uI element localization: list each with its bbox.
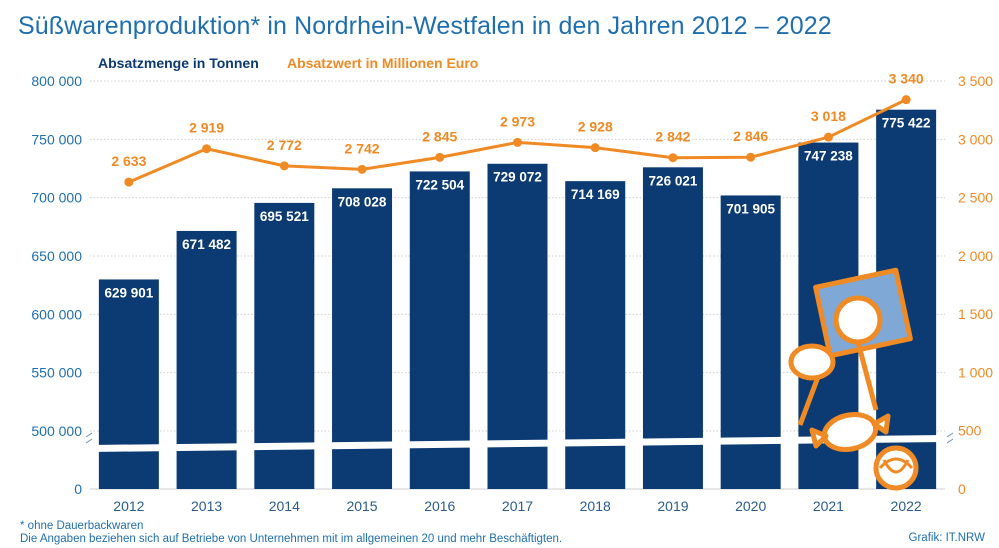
line-value-label: 2 742 bbox=[345, 140, 380, 156]
bar-value-label: 701 905 bbox=[726, 201, 775, 216]
line-value-label: 2 846 bbox=[733, 128, 768, 144]
bar-value-label: 629 901 bbox=[104, 285, 153, 300]
bar-value-label: 747 238 bbox=[804, 149, 853, 164]
line-point bbox=[590, 143, 600, 153]
bar-value-label: 671 482 bbox=[182, 237, 231, 252]
chart-title: Süßwarenproduktion* in Nordrhein-Westfal… bbox=[18, 12, 832, 40]
x-tick-label: 2019 bbox=[657, 498, 688, 514]
y-right-tick-label: 3 000 bbox=[958, 131, 993, 147]
x-tick-label: 2016 bbox=[424, 498, 455, 514]
line-series: 2 633 2 919 2 772 2 742 2 845 2 973 2 928 2 842… bbox=[111, 71, 924, 187]
wrapped-candy-ends bbox=[809, 413, 891, 449]
y-left-tick-label: 600 000 bbox=[31, 306, 82, 322]
bar bbox=[642, 167, 703, 489]
line-value-label: 3 018 bbox=[811, 108, 846, 124]
bar bbox=[98, 279, 159, 489]
bar bbox=[254, 202, 315, 490]
bar-value-label: 775 422 bbox=[882, 116, 931, 131]
swirl-candy bbox=[873, 445, 919, 491]
y-right-tick-label: 1 500 bbox=[958, 306, 993, 322]
footnote-scope: Die Angaben beziehen sich auf Betriebe v… bbox=[20, 533, 563, 545]
line-point bbox=[435, 152, 445, 162]
lollipop-stick bbox=[855, 341, 879, 411]
y-left-tick-label: 550 000 bbox=[31, 365, 82, 381]
y-right-tick-label: 1 000 bbox=[958, 364, 993, 380]
line-value-label: 2 973 bbox=[500, 113, 535, 129]
bar bbox=[720, 195, 781, 490]
x-tick-label: 2018 bbox=[580, 498, 611, 514]
legend-bars: Absatzmenge in Tonnen bbox=[98, 55, 259, 71]
line-point bbox=[124, 177, 134, 187]
line-point bbox=[202, 144, 212, 154]
x-tick-label: 2012 bbox=[113, 498, 144, 514]
lollipop-head bbox=[833, 295, 883, 345]
line-value-label: 2 928 bbox=[578, 119, 613, 135]
y-right-tick-label: 2 000 bbox=[958, 248, 993, 264]
line-value-label: 2 919 bbox=[189, 120, 224, 136]
bar-value-label: 729 072 bbox=[493, 170, 542, 185]
y-right-tick-label: 3 500 bbox=[958, 73, 993, 89]
line-value-label: 2 842 bbox=[655, 129, 690, 145]
round-lollipop-stick bbox=[797, 376, 821, 426]
candy-illustration bbox=[788, 267, 919, 491]
swirl-pattern bbox=[878, 457, 914, 474]
y-right-tick-label: 500 bbox=[958, 423, 982, 439]
graphic-credit: Grafik: IT.NRW bbox=[908, 532, 985, 544]
legend-line: Absatzwert in Millionen Euro bbox=[287, 55, 479, 71]
y-left-tick-label: 700 000 bbox=[31, 190, 82, 206]
line-point bbox=[901, 95, 911, 105]
line-point bbox=[668, 153, 678, 163]
x-tick-label: 2017 bbox=[502, 498, 533, 514]
bar-value-label: 722 504 bbox=[415, 177, 464, 192]
bar-value-label: 708 028 bbox=[338, 194, 387, 209]
y-right-tick-label: 0 bbox=[958, 481, 966, 497]
bar bbox=[409, 171, 470, 490]
line-point bbox=[513, 137, 522, 147]
line-point bbox=[823, 132, 833, 142]
y-left-tick-label: 500 000 bbox=[31, 423, 82, 439]
bar-value-label: 695 521 bbox=[260, 209, 309, 224]
bar bbox=[487, 163, 548, 489]
y-left-tick-label: 650 000 bbox=[31, 248, 82, 264]
axis-break-right bbox=[946, 432, 954, 444]
y-right-tick-label: 2 500 bbox=[958, 190, 993, 206]
y-left-tick-label: 0 bbox=[74, 481, 82, 497]
line-value-label: 2 633 bbox=[111, 153, 146, 169]
bar bbox=[332, 188, 393, 489]
x-tick-label: 2020 bbox=[735, 498, 766, 514]
axis-break-left bbox=[85, 432, 93, 444]
round-lollipop bbox=[788, 343, 836, 381]
x-tick-label: 2014 bbox=[269, 498, 300, 514]
y-left-tick-label: 750 000 bbox=[31, 131, 82, 147]
footnote-asterisk: * ohne Dauerbackwaren bbox=[20, 520, 144, 532]
x-tick-label: 2021 bbox=[813, 498, 844, 514]
line-value-label: 2 772 bbox=[267, 137, 302, 153]
line-point bbox=[746, 152, 756, 162]
bar-series: 629 901 671 482 695 521 708 028 722 504 729 0… bbox=[98, 109, 937, 490]
bar bbox=[565, 181, 626, 489]
line-value-label: 2 845 bbox=[422, 128, 457, 144]
x-tick-label: 2022 bbox=[891, 498, 922, 514]
line-point bbox=[279, 161, 289, 171]
x-tick-label: 2015 bbox=[346, 498, 377, 514]
bar-value-label: 726 021 bbox=[649, 173, 698, 188]
bar-value-label: 714 169 bbox=[571, 187, 620, 202]
axis-break-band bbox=[90, 435, 945, 452]
line-point bbox=[357, 164, 367, 174]
line-value-label: 3 340 bbox=[889, 71, 924, 87]
x-tick-label: 2013 bbox=[191, 498, 222, 514]
y-left-tick-label: 800 000 bbox=[31, 73, 82, 89]
